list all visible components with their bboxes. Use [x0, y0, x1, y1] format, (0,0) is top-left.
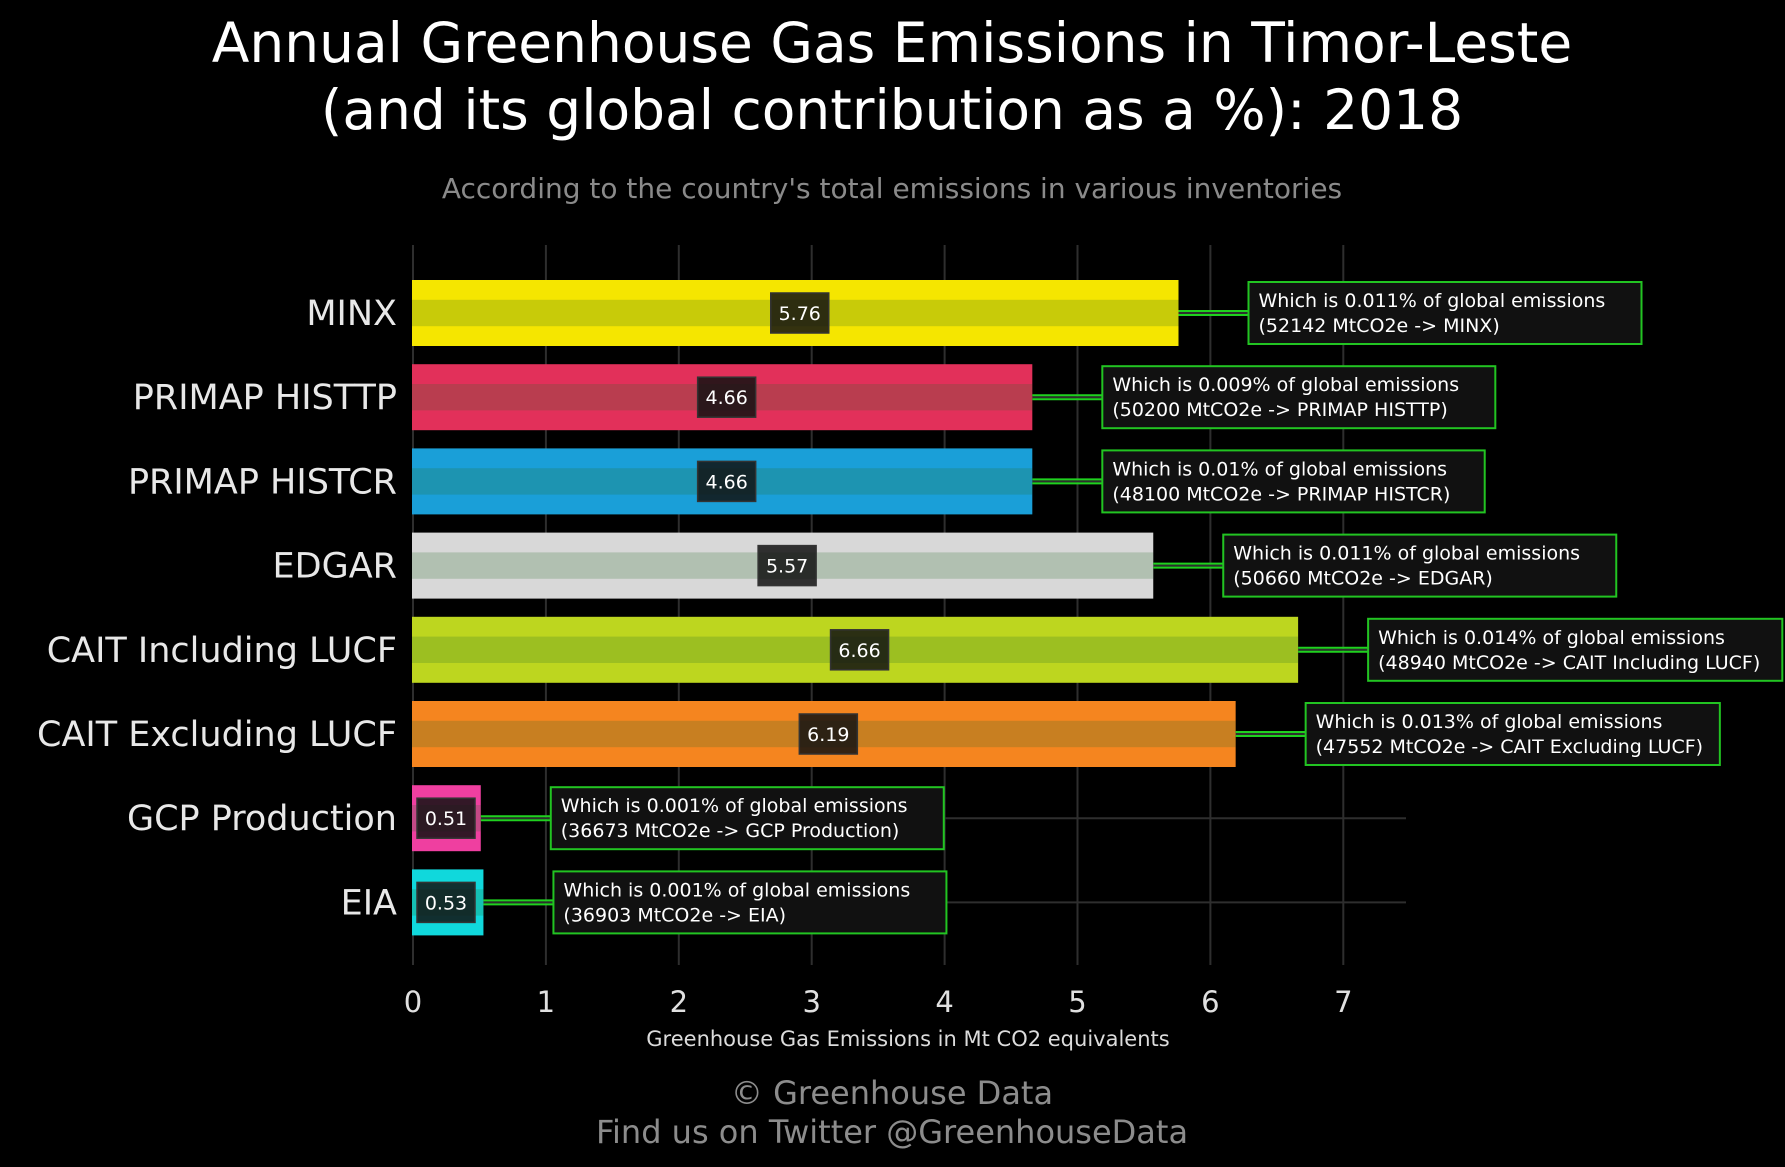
category-label-eia: EIA [341, 883, 397, 923]
annotation-box-gcp-production [549, 786, 945, 851]
x-tick-label: 2 [670, 985, 688, 1019]
bar-group-cait-including-lucf: 6.66 Which is 0.014% of global emissions (… [412, 616, 1784, 683]
value-label-box [416, 797, 476, 839]
value-label-box [757, 544, 817, 587]
value-label-primap-histtp: 4.66 [706, 387, 748, 409]
annotation-percent: Which is 0.011% of global emissions [1259, 290, 1606, 312]
annotation-source: (48940 MtCO2e -> CAIT Including LUCF) [1378, 652, 1760, 674]
annotation-percent: Which is 0.001% of global emissions [561, 795, 908, 817]
bars: 5.76 Which is 0.011% of global emissions (… [412, 280, 1784, 936]
annotation-source: (50660 MtCO2e -> EDGAR) [1233, 568, 1493, 590]
annotation-box-cait-excluding-lucf [1304, 702, 1721, 766]
annotation-percent: Which is 0.014% of global emissions [1378, 627, 1725, 649]
value-label-minx: 5.76 [779, 303, 821, 325]
bar-group-minx: 5.76 Which is 0.011% of global emissions (… [412, 280, 1643, 346]
chart-title: Annual Greenhouse Gas Emissions in Timor… [212, 11, 1572, 142]
category-label-gcp-production: GCP Production [127, 799, 397, 839]
x-tick-label: 4 [935, 985, 953, 1019]
twitter-credit: Find us on Twitter @GreenhouseData [596, 1113, 1188, 1151]
x-tick-label: 6 [1201, 985, 1219, 1019]
category-label-cait-including-lucf: CAIT Including LUCF [47, 631, 397, 671]
annotation-percent: Which is 0.009% of global emissions [1112, 374, 1459, 396]
x-tick-label: 0 [404, 985, 422, 1019]
value-label-cait-excluding-lucf: 6.19 [807, 724, 849, 746]
annotation-percent: Which is 0.001% of global emissions [563, 879, 910, 901]
copyright-credit: © Greenhouse Data [731, 1074, 1053, 1112]
category-label-primap-histtp: PRIMAP HISTTP [133, 378, 397, 418]
bar-group-edgar: 5.57 Which is 0.011% of global emissions (… [412, 532, 1618, 599]
annotation-box-edgar [1222, 533, 1618, 598]
annotation-source: (47552 MtCO2e -> CAIT Excluding LUCF) [1316, 736, 1703, 758]
chart-title-line-1: Annual Greenhouse Gas Emissions in Timor… [212, 11, 1572, 75]
x-tick-label: 1 [537, 985, 555, 1019]
bar-group-cait-excluding-lucf: 6.19 Which is 0.013% of global emissions (… [412, 701, 1721, 767]
annotation-box-eia [552, 870, 948, 935]
bar-group-gcp-production: 0.51 Which is 0.001% of global emissions (… [412, 785, 945, 852]
value-label-eia: 0.53 [425, 892, 467, 914]
annotation-source: (50200 MtCO2e -> PRIMAP HISTTP) [1112, 399, 1447, 421]
annotation-source: (52142 MtCO2e -> MINX) [1259, 315, 1500, 337]
annotation-source: (48100 MtCO2e -> PRIMAP HISTCR) [1112, 483, 1450, 505]
annotation-box-primap-histcr [1101, 449, 1486, 514]
value-label-box [696, 460, 757, 503]
annotation-box-cait-including-lucf [1367, 617, 1784, 682]
annotation-source: (36673 MtCO2e -> GCP Production) [561, 820, 900, 842]
value-label-box [416, 881, 476, 924]
annotation-box-primap-histtp [1101, 365, 1497, 430]
x-tick-label: 7 [1334, 985, 1352, 1019]
value-label-cait-including-lucf: 6.66 [838, 640, 880, 662]
annotation-source: (36903 MtCO2e -> EIA) [563, 904, 786, 926]
value-label-box [696, 376, 757, 418]
annotation-percent: Which is 0.01% of global emissions [1112, 458, 1447, 480]
x-axis-label: Greenhouse Gas Emissions in Mt CO2 equiv… [646, 1027, 1169, 1051]
category-label-primap-histcr: PRIMAP HISTCR [128, 462, 397, 502]
annotation-box-minx [1247, 281, 1643, 345]
category-labels: MINX PRIMAP HISTTP PRIMAP HISTCR EDGAR CAIT … [37, 294, 397, 923]
x-tick-label: 5 [1068, 985, 1086, 1019]
category-label-cait-excluding-lucf: CAIT Excluding LUCF [37, 715, 397, 755]
value-label-gcp-production: 0.51 [425, 808, 467, 830]
value-label-box [829, 629, 890, 671]
annotation-percent: Which is 0.011% of global emissions [1233, 543, 1580, 565]
annotation-percent: Which is 0.013% of global emissions [1316, 711, 1663, 733]
credits: © Greenhouse Data Find us on Twitter @Gr… [596, 1074, 1188, 1151]
x-tick-labels: 0 1 2 3 4 5 6 7 [404, 985, 1353, 1019]
category-label-minx: MINX [306, 294, 397, 334]
value-label-edgar: 5.57 [766, 556, 808, 578]
bar-group-eia: 0.53 Which is 0.001% of global emissions (… [412, 869, 948, 936]
bar-group-primap-histtp: 4.66 Which is 0.009% of global emissions (… [412, 364, 1497, 431]
chart-subtitle: According to the country's total emissio… [442, 172, 1342, 205]
value-label-primap-histcr: 4.66 [706, 471, 748, 493]
chart-title-line-2: (and its global contribution as a %): 20… [321, 78, 1463, 142]
value-label-box [770, 292, 830, 334]
bar-group-primap-histcr: 4.66 Which is 0.01% of global emissions (4… [412, 448, 1486, 515]
category-label-edgar: EDGAR [273, 547, 397, 587]
x-tick-label: 3 [802, 985, 820, 1019]
value-label-box [798, 713, 859, 755]
